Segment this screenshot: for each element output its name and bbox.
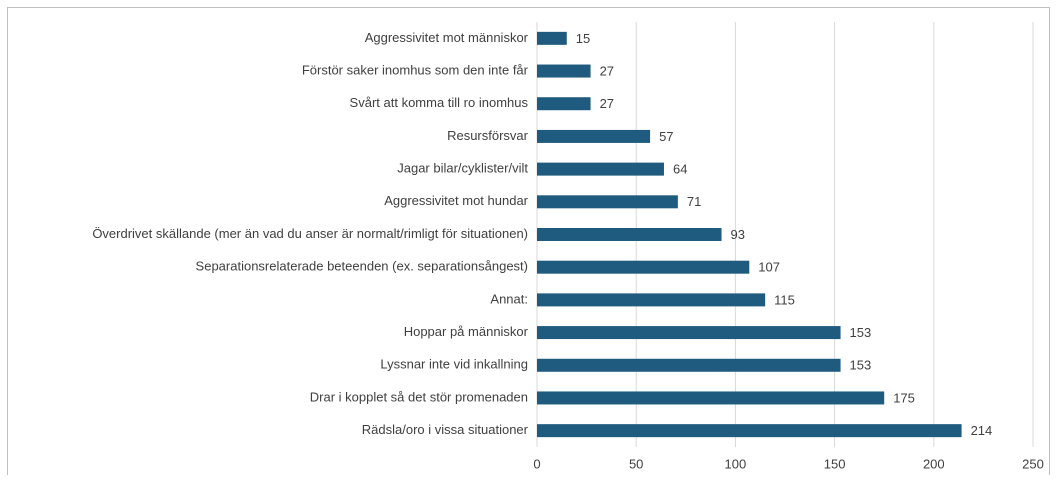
bar	[537, 358, 841, 372]
y-tick-label: Rädsla/oro i vissa situationer	[362, 422, 529, 437]
bar	[537, 64, 591, 78]
x-tick-label: 250	[1022, 456, 1044, 471]
data-label: 15	[576, 31, 590, 46]
y-tick-label: Drar i kopplet så det stör promenaden	[310, 389, 528, 404]
y-tick-label: Förstör saker inomhus som den inte får	[302, 62, 529, 77]
bar	[537, 97, 591, 111]
data-label: 27	[600, 96, 614, 111]
data-label: 93	[731, 227, 745, 242]
bar	[537, 326, 841, 340]
data-label: 214	[971, 423, 993, 438]
bar	[537, 162, 664, 176]
data-label: 115	[774, 292, 795, 307]
x-tick-label: 50	[629, 456, 643, 471]
data-label: 64	[673, 162, 687, 177]
x-tick-label: 0	[533, 456, 540, 471]
y-tick-label: Lyssnar inte vid inkallning	[380, 357, 528, 372]
y-tick-label: Svårt att komma till ro inomhus	[350, 95, 529, 110]
y-tick-label: Aggressivitet mot människor	[365, 30, 529, 45]
x-tick-label: 100	[725, 456, 747, 471]
data-label: 107	[758, 260, 780, 275]
data-label: 153	[850, 325, 872, 340]
data-label: 27	[600, 63, 614, 78]
y-tick-label: Annat:	[490, 291, 528, 306]
bar	[537, 424, 962, 438]
y-tick-label: Jagar bilar/cyklister/vilt	[397, 161, 528, 176]
y-tick-label: Hoppar på människor	[404, 324, 529, 339]
x-tick-label: 150	[824, 456, 846, 471]
bar	[537, 228, 722, 241]
bar	[537, 129, 651, 143]
bar	[537, 195, 678, 209]
x-tick-label: 200	[923, 456, 945, 471]
y-tick-label: Separationsrelaterade beteenden (ex. sep…	[196, 259, 528, 274]
y-tick-label: Aggressivitet mot hundar	[384, 193, 528, 208]
data-label: 153	[850, 358, 872, 373]
bar	[537, 260, 750, 274]
y-tick-label: Resursförsvar	[447, 128, 529, 143]
bar	[537, 391, 885, 405]
data-label: 71	[687, 194, 701, 209]
bar	[537, 293, 766, 307]
data-label: 175	[893, 390, 915, 405]
y-tick-label: Överdrivet skällande (mer än vad du anse…	[92, 226, 528, 241]
bar	[537, 31, 567, 45]
data-label: 57	[659, 129, 673, 144]
